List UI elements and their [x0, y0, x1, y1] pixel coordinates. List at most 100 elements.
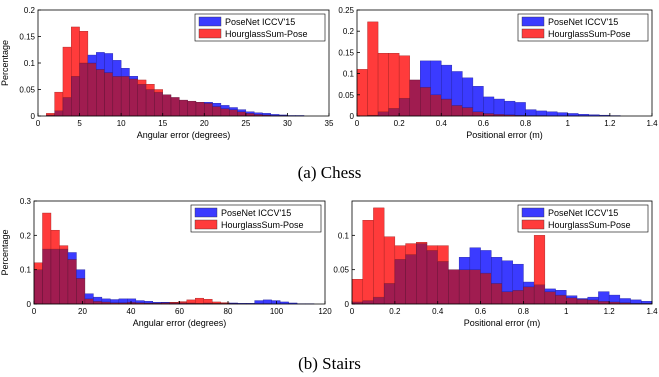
y-tick-label: 0	[27, 300, 32, 309]
legend-label-hourglass: HourglassSum-Pose	[548, 220, 631, 230]
bar-overlap	[501, 291, 513, 305]
legend-label-posenet: PoseNet ICCV'15	[225, 17, 295, 27]
bar-posenet	[555, 290, 567, 296]
x-tick-label: 0.2	[389, 307, 401, 316]
bar-overlap	[533, 284, 546, 305]
bar-posenet	[118, 298, 128, 303]
bar-overlap	[179, 99, 188, 117]
bar-overlap	[598, 301, 610, 305]
bar-overlap	[430, 94, 442, 117]
y-tick-label: 0.25	[338, 6, 354, 15]
bar-posenet	[504, 100, 516, 115]
bar-posenet	[566, 295, 578, 299]
y-tick-label: 0.1	[338, 231, 350, 240]
bar-posenet	[84, 293, 94, 300]
x-tick-label: 0.8	[518, 307, 530, 316]
bar-posenet	[278, 114, 288, 116]
bar-posenet	[420, 60, 431, 88]
x-tick-label: 30	[283, 119, 292, 128]
bar-overlap	[229, 109, 238, 117]
y-tick-label: 0	[345, 300, 350, 309]
x-tick-label: 1.4	[646, 119, 658, 128]
x-tick-label: 1	[565, 119, 570, 128]
y-tick-label: 0	[31, 112, 36, 121]
bar-hourglass	[373, 207, 385, 298]
y-tick-label: 0.05	[19, 86, 35, 95]
x-tick-label: 1.2	[604, 307, 616, 316]
bar-posenet	[127, 298, 137, 303]
bar-overlap	[104, 72, 114, 117]
legend-swatch-hourglass	[521, 219, 545, 230]
x-tick-label: 100	[270, 307, 284, 316]
bar-posenet	[204, 102, 213, 104]
x-axis-label: Positional error (m)	[464, 318, 541, 328]
x-tick-label: 20	[78, 307, 87, 316]
chart-panel-0: 0 5 10 15 20 25 30 35 0 0.05 0.1 0.15 0.2 Angular err…	[0, 6, 334, 140]
y-axis-label: Percentage	[0, 40, 10, 86]
x-tick-label: 1.4	[646, 307, 658, 316]
bar-overlap	[383, 283, 396, 305]
bar-overlap	[204, 103, 213, 117]
legend-swatch-hourglass	[198, 28, 222, 39]
x-tick-label: 0.6	[478, 119, 490, 128]
bar-posenet	[112, 60, 122, 77]
bar-posenet	[441, 64, 453, 100]
bar-posenet	[144, 301, 154, 304]
bar-overlap	[426, 250, 438, 305]
y-tick-label: 0.1	[20, 266, 32, 275]
bar-hourglass	[388, 53, 400, 109]
x-tick-label: 80	[224, 307, 233, 316]
bar-posenet	[451, 71, 463, 106]
bar-posenet	[135, 300, 145, 303]
bar-hourglass	[383, 236, 396, 284]
bar-hourglass	[356, 69, 368, 117]
bar-overlap	[59, 248, 69, 305]
bar-posenet	[576, 298, 588, 300]
legend-swatch-posenet	[521, 16, 545, 27]
x-tick-label: 40	[127, 307, 136, 316]
x-tick-label: 10	[117, 119, 126, 128]
bar-posenet	[93, 296, 103, 302]
bar-posenet	[262, 299, 272, 304]
x-tick-label: 0.4	[436, 119, 448, 128]
bar-overlap	[469, 269, 481, 305]
bar-posenet	[270, 114, 280, 116]
bar-posenet	[152, 302, 162, 304]
bar-posenet	[472, 86, 484, 112]
x-tick-label: 0	[36, 119, 41, 128]
legend-label-posenet: PoseNet ICCV'15	[548, 17, 618, 27]
bar-posenet	[512, 263, 524, 291]
bar-hourglass	[362, 220, 374, 301]
x-tick-label: 0.4	[432, 307, 444, 316]
bar-overlap	[42, 248, 52, 305]
bar-posenet	[525, 109, 537, 116]
legend-swatch-posenet	[194, 207, 218, 218]
bar-overlap	[76, 278, 86, 305]
bar-overlap	[362, 300, 374, 305]
caption-chess: (a) Chess	[297, 163, 362, 182]
bar-posenet	[514, 102, 526, 116]
bar-overlap	[491, 283, 503, 305]
bar-overlap	[67, 259, 77, 305]
bar-overlap	[555, 294, 567, 305]
bar-posenet	[587, 296, 599, 301]
bar-overlap	[129, 78, 138, 117]
bar-posenet	[430, 60, 442, 95]
bar-overlap	[458, 269, 471, 305]
x-tick-label: 0.8	[520, 119, 532, 128]
bar-overlap	[33, 269, 43, 305]
legend-label-posenet: PoseNet ICCV'15	[548, 208, 618, 218]
bar-hourglass	[59, 245, 69, 250]
bar-overlap	[93, 301, 103, 305]
y-tick-label: 0.3	[20, 197, 32, 206]
bar-overlap	[71, 76, 80, 117]
bar-overlap	[212, 106, 222, 117]
x-tick-label: 0	[355, 119, 360, 128]
x-tick-label: 120	[318, 307, 332, 316]
bar-overlap	[587, 299, 599, 305]
x-tick-label: 20	[200, 119, 209, 128]
bar-overlap	[441, 98, 453, 117]
y-tick-label: 0.15	[19, 33, 35, 42]
bar-posenet	[469, 247, 481, 270]
bar-overlap	[472, 111, 484, 117]
